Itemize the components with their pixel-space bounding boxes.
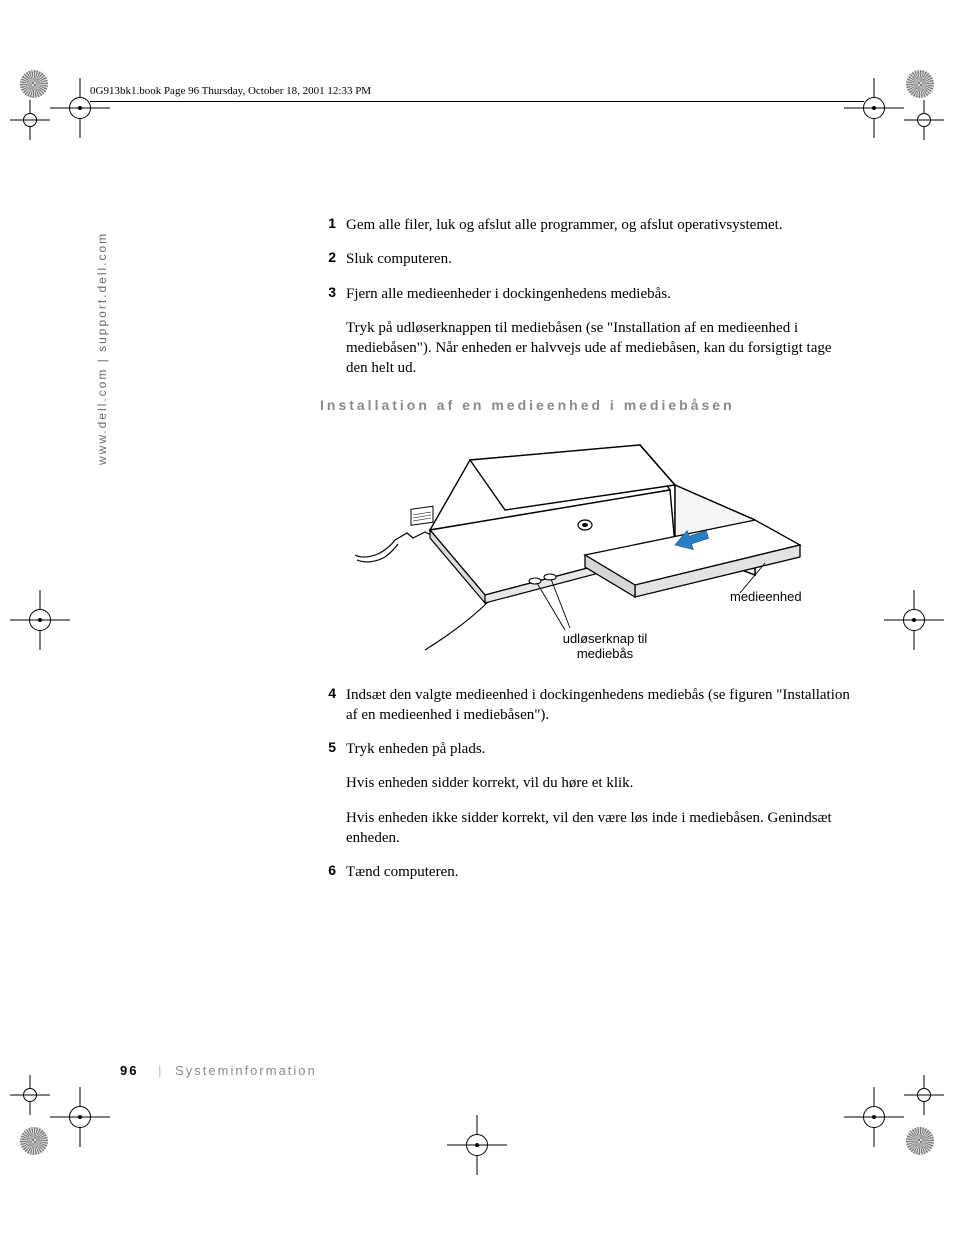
step-text: Indsæt den valgte medieenhed i dockingen… [346, 685, 850, 726]
reg-cross-bl [50, 1087, 110, 1147]
reg-hatched-br [906, 1127, 934, 1155]
reg-cross-ml [10, 590, 70, 650]
reg-cross-inner-tr [904, 100, 944, 140]
reg-cross-mr [884, 590, 944, 650]
header-timestamp: 0G913bk1.book Page 96 Thursday, October … [90, 85, 864, 102]
step-number: 6 [320, 862, 346, 882]
reg-cross-inner-tl [10, 100, 50, 140]
step-4: 4 Indsæt den valgte medieenhed i docking… [320, 685, 850, 726]
step-text: Tænd computeren. [346, 862, 458, 882]
step-text: Tryk enheden på plads. [346, 739, 485, 759]
reg-cross-inner-bl [10, 1075, 50, 1115]
reg-cross-bc [447, 1115, 507, 1175]
step-5: 5 Tryk enheden på plads. [320, 739, 850, 759]
page-footer: 96 | Systeminformation [120, 1063, 317, 1078]
page-number: 96 [120, 1063, 138, 1078]
reg-hatched-tr [906, 70, 934, 98]
step-number: 5 [320, 739, 346, 759]
step-number: 4 [320, 685, 346, 726]
step-6: 6 Tænd computeren. [320, 862, 850, 882]
figure-label-release: udløserknap til mediebås [545, 631, 665, 662]
step-number: 3 [320, 284, 346, 304]
step-2: 2 Sluk computeren. [320, 249, 850, 269]
step-text: Sluk computeren. [346, 249, 452, 269]
main-content: 1 Gem alle filer, luk og afslut alle pro… [320, 215, 850, 896]
footer-section: Systeminformation [175, 1063, 317, 1078]
reg-hatched-bl [20, 1127, 48, 1155]
step-5-subtext-2: Hvis enheden ikke sidder korrekt, vil de… [346, 808, 850, 849]
figure-mediebay: medieenhed udløserknap til mediebås [335, 425, 835, 665]
step-5-subtext-1: Hvis enheden sidder korrekt, vil du høre… [346, 773, 850, 793]
step-number: 1 [320, 215, 346, 235]
footer-separator: | [158, 1063, 163, 1078]
sidebar-url: www.dell.com | support.dell.com [95, 232, 109, 465]
reg-hatched-tl [20, 70, 48, 98]
step-3: 3 Fjern alle medieenheder i dockingenhed… [320, 284, 850, 304]
step-text: Fjern alle medieenheder i dockingenheden… [346, 284, 671, 304]
figure-svg [335, 425, 835, 665]
step-1: 1 Gem alle filer, luk og afslut alle pro… [320, 215, 850, 235]
reg-cross-inner-br [904, 1075, 944, 1115]
section-heading: Installation af en medieenhed i mediebås… [320, 397, 850, 413]
step-number: 2 [320, 249, 346, 269]
step-3-subtext: Tryk på udløserknappen til mediebåsen (s… [346, 318, 850, 379]
figure-label-media: medieenhed [730, 589, 802, 605]
reg-cross-br [844, 1087, 904, 1147]
step-text: Gem alle filer, luk og afslut alle progr… [346, 215, 783, 235]
